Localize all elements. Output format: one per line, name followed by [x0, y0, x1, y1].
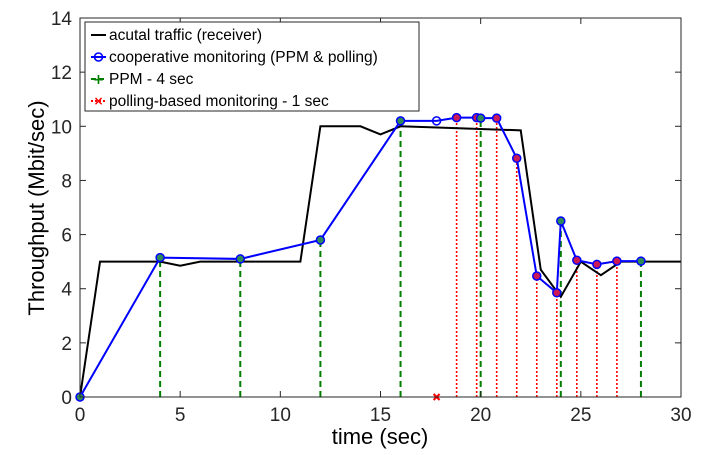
- y-tick-label: 4: [61, 280, 72, 301]
- legend-label-cooperative: cooperative monitoring (PPM & polling): [109, 49, 378, 66]
- x-tick-label: 15: [370, 405, 391, 426]
- series-line-actual-traffic: [79, 125, 681, 398]
- y-tick-label: 2: [61, 334, 72, 355]
- cooperative-point: [431, 116, 442, 126]
- y-tick-label: 8: [61, 171, 72, 192]
- x-tick-label: 0: [75, 405, 86, 426]
- x-tick-label: 20: [470, 405, 491, 426]
- cooperative-point: [556, 216, 566, 226]
- legend-marker-ppm: +: [93, 72, 105, 88]
- legend-label-polling: polling-based monitoring - 1 sec: [109, 93, 329, 110]
- cooperative-point: [572, 255, 582, 266]
- y-axis-label: Throughput (Mbit/sec): [24, 100, 49, 315]
- legend-marker-cooperative: [93, 52, 104, 62]
- legend: acutal traffic (receiver) cooperative mo…: [84, 21, 420, 112]
- x-tick-label: 5: [175, 405, 186, 426]
- legend-marker-polling: ×: [93, 94, 103, 108]
- x-tick-label: 30: [670, 405, 691, 426]
- cooperative-point: [155, 252, 165, 263]
- cooperative-point: [532, 271, 542, 281]
- cooperative-point: [636, 256, 646, 266]
- cooperative-point: [395, 116, 406, 126]
- cooperative-point: [612, 256, 622, 266]
- stem-layer: [159, 117, 642, 397]
- y-tick-label: 10: [51, 117, 72, 138]
- cooperative-point: [511, 153, 522, 163]
- y-tick-label: 12: [51, 63, 72, 84]
- y-tick-label: 14: [51, 9, 73, 30]
- x-axis-label: time (sec): [332, 424, 429, 449]
- legend-box: [84, 21, 420, 112]
- cooperative-point: [451, 112, 462, 123]
- cooperative-point: [552, 288, 562, 298]
- x-tick-label: 10: [270, 405, 291, 426]
- cooperative-point: [235, 254, 246, 264]
- legend-label-ppm: PPM - 4 sec: [109, 71, 194, 88]
- cooperative-point: [491, 113, 502, 123]
- legend-label-actual: acutal traffic (receiver): [109, 27, 262, 44]
- y-tick-label: 6: [61, 226, 72, 247]
- y-tick-label: 0: [61, 388, 72, 409]
- cooperative-point: [592, 259, 602, 270]
- tick-layer: 0 5 10 15 20 25 30 0 2 4 6 8 10 12 14: [51, 9, 692, 426]
- cooperative-point: [315, 235, 326, 245]
- cooperative-point: [475, 113, 486, 123]
- x-tick-label: 25: [570, 405, 591, 426]
